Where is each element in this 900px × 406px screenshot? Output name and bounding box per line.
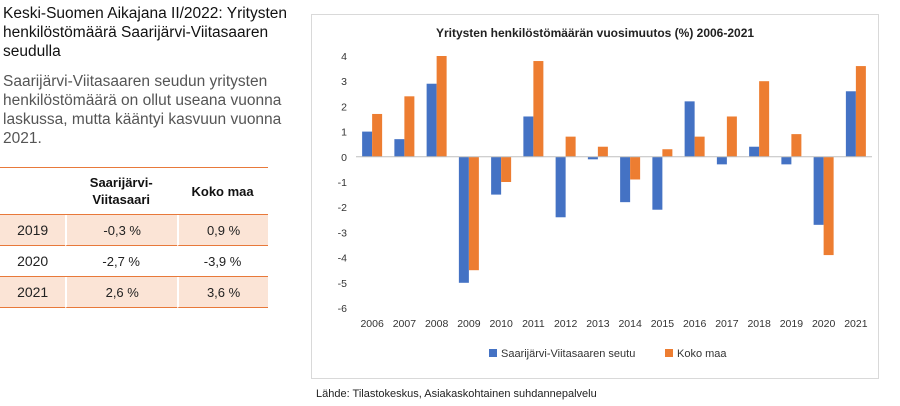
chart-container: Yritysten henkilöstömäärän vuosimuutos (… [311, 14, 879, 379]
x-tick-label: 2006 [360, 318, 384, 330]
chart-legend: Saarijärvi-Viitasaaren seutu Koko maa [489, 348, 727, 360]
table-cell-region: -0,3 % [65, 215, 178, 246]
bar-region [587, 156, 598, 160]
bar-region [491, 156, 502, 195]
bar-country [597, 146, 608, 157]
bar-country [791, 134, 802, 157]
x-tick-label: 2007 [393, 318, 417, 330]
y-tick-label: -2 [338, 202, 347, 214]
legend-swatch [665, 349, 673, 357]
bar-country [726, 116, 737, 157]
bar-region [652, 156, 663, 210]
table-cell-region: 2,6 % [65, 277, 178, 308]
source-note: Lähde: Tilastokeskus, Asiakaskohtainen s… [316, 388, 597, 400]
x-tick-label: 2020 [812, 318, 836, 330]
y-tick-label: 4 [341, 51, 347, 63]
bar-region [781, 156, 792, 165]
bar-region [555, 156, 566, 218]
page-subtitle: Saarijärvi-Viitasaaren seudun yritysten … [3, 73, 282, 147]
x-tick-label: 2019 [780, 318, 804, 330]
bar-country [630, 156, 641, 180]
table-cell-region: -2,7 % [65, 246, 178, 277]
bar-region [845, 91, 856, 157]
legend-label: Saarijärvi-Viitasaaren seutu [501, 348, 635, 360]
bar-country [855, 66, 866, 157]
bar-country [662, 149, 673, 157]
y-tick-label: -4 [338, 253, 347, 265]
y-tick-label: -1 [338, 177, 347, 189]
x-tick-label: 2013 [586, 318, 610, 330]
bar-country [404, 96, 415, 157]
table-cell-country: 3,6 % [177, 277, 268, 308]
bar-region [716, 156, 727, 165]
x-axis: 2006 2007 2008 2009 2010 2011 2012 2013 2014 2015… [356, 156, 872, 330]
stats-table: Saarijärvi-Viitasaari Koko maa 2019 -0,3… [0, 167, 268, 308]
y-tick-label: -3 [338, 227, 347, 239]
table-header-region: Saarijärvi-Viitasaari [65, 167, 178, 215]
x-tick-label: 2014 [618, 318, 642, 330]
bar-region [426, 83, 437, 157]
table-row: 2020 -2,7 % -3,9 % [0, 246, 268, 277]
bar-country [759, 81, 770, 157]
bar-region [458, 156, 469, 283]
table-cell-year: 2019 [0, 215, 66, 246]
table-header-row: Saarijärvi-Viitasaari Koko maa [0, 167, 268, 215]
bar-country [372, 113, 383, 157]
bar-chart: Yritysten henkilöstömäärän vuosimuutos (… [338, 26, 872, 360]
x-tick-label: 2021 [844, 318, 868, 330]
legend-swatch [489, 349, 497, 357]
y-tick-label: -6 [338, 303, 347, 315]
chart-title: Yritysten henkilöstömäärän vuosimuutos (… [436, 26, 754, 40]
x-tick-label: 2010 [489, 318, 513, 330]
legend-label: Koko maa [677, 348, 727, 360]
bar-country [823, 156, 834, 256]
y-tick-label: 0 [341, 152, 347, 164]
page-title: Keski-Suomen Aikajana II/2022: Yritysten… [3, 5, 288, 60]
x-tick-label: 2008 [425, 318, 449, 330]
bar-country [565, 136, 576, 157]
bar-region [394, 139, 405, 157]
x-tick-label: 2017 [715, 318, 739, 330]
x-tick-label: 2015 [651, 318, 675, 330]
x-tick-label: 2012 [554, 318, 578, 330]
table-cell-year: 2020 [0, 246, 66, 277]
table-cell-year: 2021 [0, 277, 66, 308]
bar-country [533, 61, 544, 157]
y-tick-label: 2 [341, 101, 347, 113]
table-cell-country: -3,9 % [177, 246, 268, 277]
x-tick-label: 2018 [747, 318, 771, 330]
bar-region [362, 131, 373, 157]
x-tick-label: 2009 [457, 318, 481, 330]
bar-region [749, 146, 760, 157]
bars-group [362, 56, 866, 283]
table-cell-country: 0,9 % [177, 215, 268, 246]
bar-country [501, 156, 512, 182]
y-tick-label: -5 [338, 278, 347, 290]
table-row: 2019 -0,3 % 0,9 % [0, 215, 268, 246]
y-tick-label: 1 [341, 127, 347, 139]
bar-region [813, 156, 824, 225]
bar-country [468, 156, 479, 271]
bar-region [523, 116, 534, 157]
x-tick-label: 2011 [522, 318, 545, 330]
y-axis: -6 -5 -4 -3 -2 -1 0 1 2 3 4 [338, 51, 348, 315]
x-tick-label: 2016 [683, 318, 707, 330]
table-header-country: Koko maa [177, 167, 268, 215]
table-header-year [0, 167, 66, 215]
bar-country [436, 56, 447, 157]
y-tick-label: 3 [341, 76, 347, 88]
bar-country [694, 136, 705, 157]
bar-region [684, 101, 695, 157]
table-row: 2021 2,6 % 3,6 % [0, 277, 268, 308]
bar-region [620, 156, 631, 203]
